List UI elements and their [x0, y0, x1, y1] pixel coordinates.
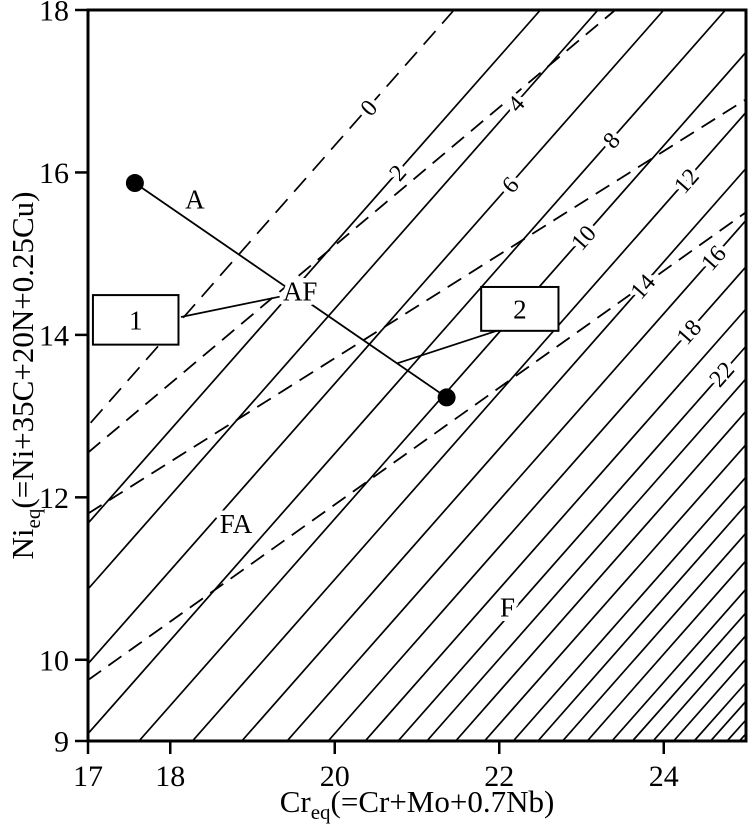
region-label-A: A: [185, 185, 205, 215]
ferrite-line-unlabeled: [611, 588, 746, 741]
ferrite-line-unlabeled: [561, 532, 746, 741]
y-tick-label: 14: [39, 319, 69, 352]
ferrite-line-fn-16: [286, 219, 746, 741]
ferrite-line-unlabeled: [652, 634, 746, 741]
ferrite-line-fn-22: [397, 345, 746, 741]
ferrite-line-unlabeled: [672, 658, 746, 741]
region-label-FA: FA: [220, 509, 253, 539]
ferrite-line-unlabeled: [455, 410, 746, 741]
ferrite-line-unlabeled: [512, 476, 746, 741]
callout-box-1: [91, 294, 180, 346]
ferrite-line-fn-0: [88, 10, 455, 427]
region-label-AF: AF: [283, 276, 318, 306]
ferrite-line-fn-14: [241, 167, 746, 741]
x-tick-label: 17: [73, 760, 103, 793]
x-tick-label: 22: [484, 760, 514, 793]
solidification-boundary-AF-FA: [88, 98, 746, 515]
x-tick-label: 18: [155, 760, 185, 793]
y-tick-label: 16: [39, 157, 69, 190]
callout-label-1: 1: [129, 305, 143, 335]
ferrite-line-fn-18: [327, 266, 746, 741]
ferrite-line-fn-12: [191, 111, 746, 741]
data-point-1: [125, 174, 144, 193]
y-tick-label: 12: [39, 482, 69, 515]
ferrite-line-unlabeled: [631, 612, 746, 741]
callout-leader-2: [396, 330, 498, 365]
region-label-F: F: [500, 592, 515, 622]
ferrite-line-fn-20: [364, 308, 746, 741]
y-tick-label: 18: [39, 0, 69, 28]
callout-leader-1: [180, 295, 280, 318]
callout-box-2: [480, 285, 560, 332]
iso-ferrite-lines: [88, 10, 746, 741]
ferrite-line-unlabeled: [483, 443, 746, 741]
ferrite-line-unlabeled: [426, 378, 746, 741]
plot-frame: [86, 8, 748, 743]
ferrite-line-fn-2: [88, 10, 542, 524]
ferrite-line-fn-8: [88, 10, 727, 735]
y-axis-title: Nieq(=Ni+35C+20N+0.25Cu): [5, 192, 45, 560]
tie-line: [134, 182, 448, 399]
ferrite-line-unlabeled: [709, 700, 746, 741]
ferrite-line-unlabeled: [586, 560, 746, 741]
ferrite-line-unlabeled: [537, 504, 746, 741]
solidification-boundary-FA-F: [88, 211, 746, 681]
ferrite-line-unlabeled: [693, 681, 746, 741]
x-tick-label: 24: [649, 760, 679, 793]
y-tick-label: 10: [39, 644, 69, 677]
x-axis-title: Creq(=Cr+Mo+0.7Nb): [280, 784, 555, 824]
ferrite-line-fn-6: [88, 10, 665, 665]
ferrite-line-unlabeled: [726, 719, 746, 741]
y-tick-label: 9: [54, 726, 69, 759]
x-tick-label: 20: [320, 760, 350, 793]
ferrite-line-fn-4: [88, 10, 599, 590]
data-point-2: [437, 388, 456, 407]
callout-label-2: 2: [513, 294, 527, 324]
solidification-boundary-A-AF: [88, 10, 616, 454]
